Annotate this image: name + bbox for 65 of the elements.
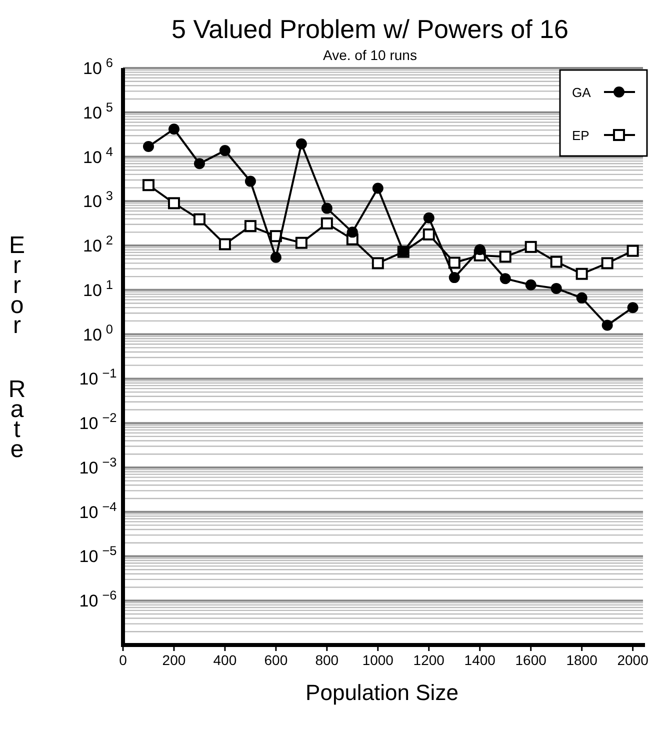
y-tick-label: 10$^{−2}$ [79, 410, 117, 434]
point [270, 252, 282, 263]
text: Error Rate [8, 232, 26, 463]
point [550, 256, 562, 268]
point [296, 138, 307, 150]
legend-label: EP [572, 128, 590, 143]
point [194, 158, 205, 170]
y-tick-label: 10$^{−6}$ [79, 587, 117, 611]
y-tick-label: 10$^{5}$ [82, 98, 114, 122]
legend-label: GA [572, 85, 592, 100]
x-tick-label: 1800 [566, 652, 598, 668]
x-tick-label: 1600 [515, 652, 547, 668]
x-tick-label: 1200 [413, 652, 445, 668]
point [142, 179, 154, 192]
point [218, 238, 231, 250]
chart-title: 5 Valued Problem w/ Powers of 16 [172, 14, 568, 44]
point [320, 217, 333, 230]
x-tick-label: 200 [162, 652, 186, 668]
y-tick-label: 10$^{−4}$ [79, 498, 117, 522]
point [423, 212, 434, 224]
point [244, 220, 256, 232]
point [193, 213, 206, 226]
chart-subtitle: Ave. of 10 runs [323, 47, 417, 63]
x-axis-title: Population Size [306, 680, 458, 705]
point [346, 226, 358, 238]
point [499, 250, 512, 263]
y-tick-label: 10$^{6}$ [82, 54, 114, 78]
y-tick-label: 10$^{3}$ [82, 188, 114, 212]
point [372, 182, 384, 194]
point [576, 268, 588, 280]
point [601, 257, 614, 270]
point [626, 244, 639, 257]
point [321, 202, 332, 214]
x-tick-label: 400 [213, 652, 237, 668]
x-tick-label: 2000 [617, 652, 649, 668]
x-tick-label: 0 [119, 652, 128, 668]
point [525, 279, 536, 290]
y-tick-label: 10$^{4}$ [82, 143, 114, 167]
point [422, 228, 435, 240]
point [168, 124, 180, 135]
y-tick-label: 10$^{−1}$ [79, 365, 117, 389]
x-tick-label: 1400 [464, 652, 496, 668]
point [142, 141, 154, 152]
point [500, 273, 511, 284]
y-tick-label: 10$^{−5}$ [79, 542, 117, 566]
point [448, 256, 460, 269]
point [219, 145, 230, 156]
y-tick-label: 10$^{1}$ [82, 276, 114, 300]
x-tick-label: 1000 [362, 652, 394, 668]
point [168, 197, 180, 210]
x-tick-label: 800 [315, 652, 339, 668]
x-tick-label: 600 [264, 652, 288, 668]
point [602, 320, 613, 331]
point [627, 302, 638, 314]
point [244, 176, 256, 187]
point [295, 236, 308, 249]
y-tick-label: 10$^{0}$ [82, 320, 114, 344]
y-tick-label: 10$^{−3}$ [79, 454, 117, 478]
point [372, 257, 384, 270]
point [474, 244, 486, 256]
point [550, 282, 562, 294]
point [576, 292, 588, 304]
point [524, 240, 537, 253]
point [448, 272, 460, 284]
y-tick-label: 10$^{2}$ [82, 232, 114, 256]
